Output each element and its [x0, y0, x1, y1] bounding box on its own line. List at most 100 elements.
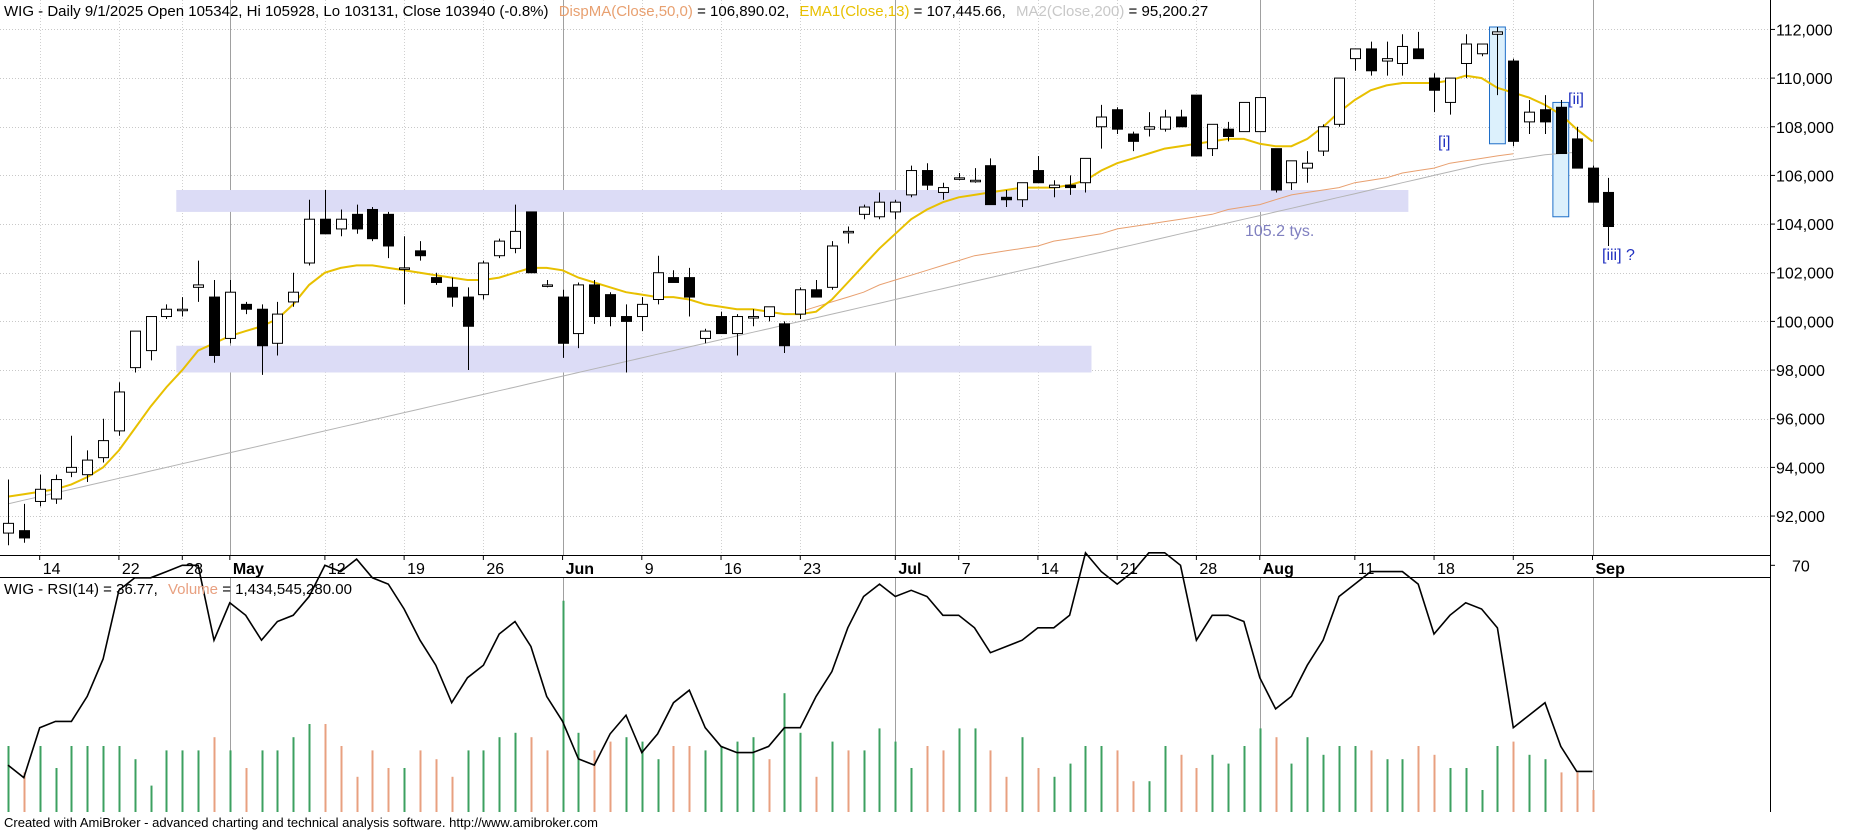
- candle-body: [288, 291, 299, 303]
- rsi-line: [7, 551, 1593, 779]
- price-tick-label: 94,000: [1776, 460, 1825, 477]
- candle-body: [352, 213, 363, 230]
- candle-body: [1065, 184, 1076, 189]
- date-tick-label: 14: [1041, 561, 1059, 578]
- candle-body: [1588, 167, 1599, 203]
- candle-body: [146, 316, 157, 352]
- candle-body: [257, 308, 268, 347]
- candle-body: [478, 262, 489, 296]
- candle-body: [1429, 77, 1440, 91]
- candle-body: [1508, 60, 1519, 142]
- candle-body: [1017, 182, 1028, 201]
- price-tick-label: 108,000: [1776, 120, 1834, 137]
- wave-i-label: [i]: [1438, 134, 1450, 151]
- candle-body: [415, 250, 426, 257]
- candle-body: [1255, 97, 1266, 133]
- price-panel-header: WIG - Daily 9/1/2025 Open 105342, Hi 105…: [4, 3, 1208, 20]
- candlestick-series: [3, 26, 1614, 546]
- candle-body: [241, 303, 252, 310]
- date-tick-label: 25: [1516, 561, 1534, 578]
- candle-body: [1524, 111, 1535, 123]
- rsi-tick-label: 70: [1792, 558, 1810, 575]
- candle-body: [1160, 116, 1171, 130]
- candle-body: [1286, 160, 1297, 184]
- candle-body: [1207, 123, 1218, 150]
- price-tick-label: 110,000: [1776, 71, 1833, 88]
- candle-body: [716, 316, 727, 335]
- candle-body: [1350, 48, 1361, 60]
- candle-body: [130, 330, 141, 369]
- date-tick-label: 11: [1358, 561, 1375, 578]
- ma-line: [7, 151, 1577, 505]
- candle-body: [764, 306, 775, 318]
- date-tick-label: 28: [1199, 561, 1217, 578]
- candle-body: [1477, 43, 1488, 55]
- date-tick-label: 23: [803, 561, 821, 578]
- candle-body: [843, 230, 854, 234]
- candle-body: [494, 240, 505, 257]
- candle-body: [700, 330, 711, 339]
- price-zone: [176, 190, 1409, 212]
- candle-body: [573, 284, 584, 335]
- candle-body: [463, 296, 474, 327]
- candle-body: [98, 440, 109, 459]
- candle-body: [82, 459, 93, 476]
- ma50-label: DispMA(Close,50,0): [559, 3, 693, 20]
- candle-body: [668, 277, 679, 283]
- candle-body: [336, 218, 347, 230]
- candle-body: [811, 289, 822, 298]
- candle-body: [1397, 45, 1408, 64]
- candle-body: [304, 218, 315, 264]
- candle-body: [985, 165, 996, 206]
- candle-body: [383, 213, 394, 247]
- ema13-label: EMA1(Close,13): [799, 3, 909, 20]
- date-tick-label: May: [233, 561, 264, 578]
- candle-body: [3, 522, 14, 534]
- level-annotation: 105.2 tys.: [1245, 223, 1314, 240]
- candle-body: [890, 201, 901, 213]
- candle-body: [447, 286, 458, 298]
- rsi-panel-header: WIG - RSI(14) = 36.77, Volume = 1,434,54…: [4, 581, 352, 598]
- candle-body: [637, 303, 648, 318]
- price-tick-label: 102,000: [1776, 266, 1834, 283]
- candle-body: [859, 206, 870, 215]
- candle-body: [1461, 43, 1472, 64]
- candle-body: [1049, 184, 1060, 189]
- volume-label: Volume: [168, 581, 218, 598]
- candle-body: [1556, 106, 1567, 155]
- candle-body: [193, 284, 204, 288]
- ma200-value: = 95,200.27: [1129, 3, 1209, 20]
- wave-iii-label: [iii] ?: [1602, 247, 1635, 264]
- candle-body: [795, 289, 806, 315]
- price-axis-ticks: 92,000 94,000 96,000 98,000 100,000 102,000 10…: [1770, 22, 1834, 526]
- price-grid: [0, 0, 1770, 555]
- candle-body: [1603, 191, 1614, 228]
- candle-body: [1382, 58, 1393, 62]
- wave-ii-label: [ii]: [1568, 91, 1584, 108]
- date-tick-label: 14: [43, 561, 61, 578]
- candle-body: [320, 218, 331, 235]
- candle-body: [1366, 48, 1377, 72]
- candle-body: [1334, 77, 1345, 125]
- candle-body: [1492, 31, 1503, 35]
- ma200-label: MA2(Close,200): [1016, 3, 1124, 20]
- candle-body: [35, 488, 46, 502]
- candle-body: [51, 479, 62, 500]
- price-header-summary: WIG - Daily 9/1/2025 Open 105342, Hi 105…: [4, 3, 549, 20]
- candle-body: [1413, 48, 1424, 60]
- price-tick-label: 96,000: [1776, 412, 1825, 429]
- candle-body: [938, 187, 949, 193]
- candle-body: [558, 296, 569, 344]
- date-axis-ticks: 14 22 28 May 12 19 26 Jun 9 16 23 Jul 7 14 21 28 Aug 11 18…: [39, 555, 1625, 578]
- candle-body: [827, 245, 838, 288]
- candle-body: [66, 466, 77, 473]
- candle-body: [874, 201, 885, 218]
- candle-body: [732, 316, 743, 335]
- price-tick-label: 100,000: [1776, 314, 1834, 331]
- rsi-axis-ticks: 70: [1770, 558, 1810, 575]
- candle-body: [653, 272, 664, 301]
- ema13-value: = 107,445.66,: [914, 3, 1006, 20]
- candle-body: [526, 211, 537, 274]
- price-tick-label: 106,000: [1776, 168, 1834, 185]
